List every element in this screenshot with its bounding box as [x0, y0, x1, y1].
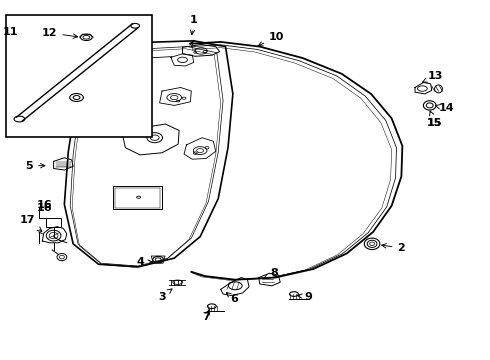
Text: 12: 12 — [42, 28, 78, 39]
Text: 6: 6 — [226, 293, 238, 304]
Text: 2: 2 — [382, 243, 405, 253]
Text: 1: 1 — [190, 15, 197, 35]
Text: 16: 16 — [37, 203, 52, 213]
Bar — [113, 186, 162, 210]
Text: 3: 3 — [158, 289, 172, 302]
Bar — [46, 219, 61, 227]
Text: 14: 14 — [436, 103, 454, 113]
Text: 11: 11 — [3, 27, 18, 37]
Text: 9: 9 — [298, 292, 313, 302]
Text: 4: 4 — [136, 257, 152, 267]
Text: 16: 16 — [37, 200, 52, 210]
Text: 5: 5 — [25, 161, 45, 171]
Bar — [115, 188, 160, 208]
Text: 17: 17 — [20, 215, 42, 231]
Text: 15: 15 — [427, 111, 442, 128]
Text: 10: 10 — [258, 32, 285, 46]
Text: 15: 15 — [427, 118, 442, 128]
Text: 13: 13 — [422, 71, 443, 82]
Bar — [6, 15, 152, 137]
Text: 7: 7 — [202, 309, 210, 322]
Text: 8: 8 — [264, 268, 278, 278]
